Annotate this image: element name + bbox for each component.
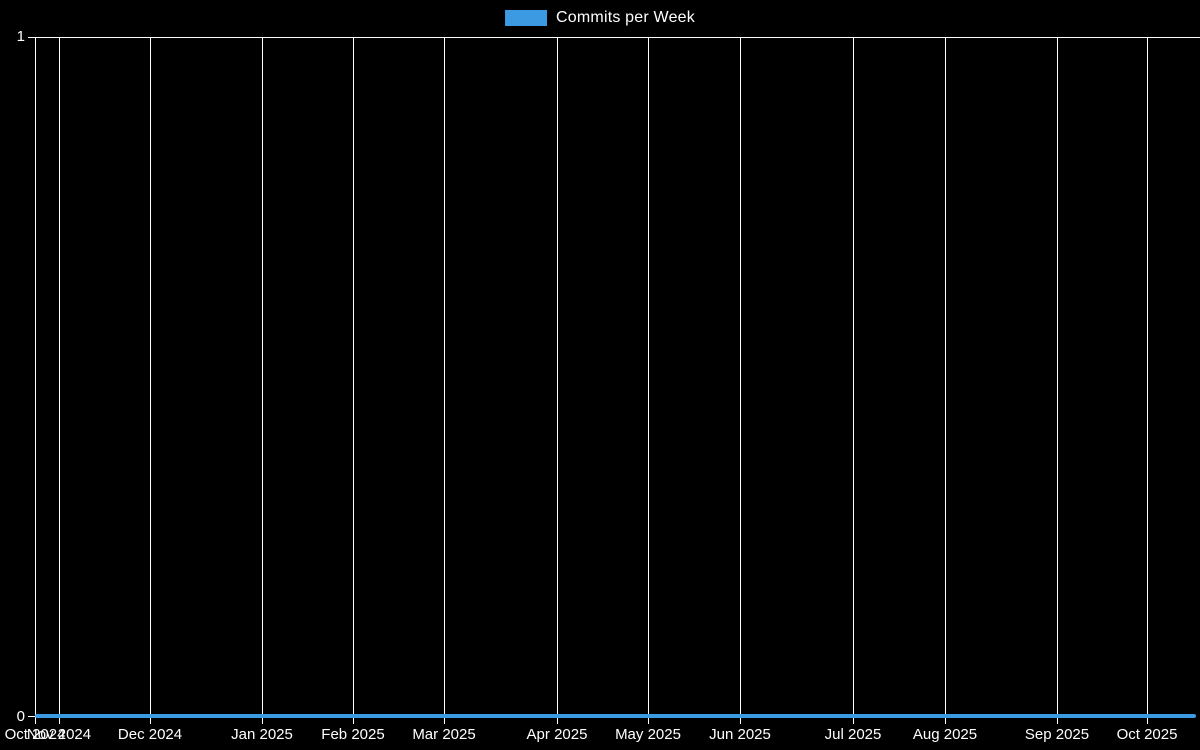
y-axis-tick-label: 1 <box>16 28 25 45</box>
x-axis-tick-label: Jun 2025 <box>709 726 771 743</box>
gridline-month <box>1147 38 1148 724</box>
x-axis-tick-label: Dec 2024 <box>117 726 183 743</box>
gridline-month <box>945 38 946 724</box>
gridline-month <box>1057 38 1058 724</box>
x-axis-tick-label: Jul 2025 <box>824 726 882 743</box>
x-axis-tick-label: Apr 2025 <box>526 726 588 743</box>
x-axis-tick-label: Sep 2025 <box>1024 726 1090 743</box>
x-axis-tick-label: Aug 2025 <box>912 726 978 743</box>
gridline-month <box>740 38 741 724</box>
gridline-month <box>150 38 151 724</box>
gridline-month <box>557 38 558 724</box>
gridline-month <box>648 38 649 724</box>
x-axis-tick-label: Feb 2025 <box>321 726 385 743</box>
x-axis-tick-label: May 2025 <box>615 726 681 743</box>
legend-item-commits-per-week[interactable]: Commits per Week <box>505 8 695 28</box>
legend-swatch <box>505 10 548 26</box>
x-axis-tick-label: Nov 2024 <box>26 726 92 743</box>
x-axis-tick-label: Oct 2024 <box>4 726 66 743</box>
gridline-y-max <box>28 37 1200 38</box>
gridline-month <box>35 38 36 724</box>
y-axis-tick-label: 0 <box>16 708 25 725</box>
x-axis-tick-label: Mar 2025 <box>412 726 476 743</box>
gridline-month <box>353 38 354 724</box>
gridline-month <box>444 38 445 724</box>
gridline-month <box>59 38 60 724</box>
x-axis-tick-label: Jan 2025 <box>231 726 293 743</box>
legend-label: Commits per Week <box>556 9 695 26</box>
gridline-month <box>853 38 854 724</box>
x-axis-tick-label: Oct 2025 <box>1116 726 1178 743</box>
gridline-month <box>262 38 263 724</box>
commits-series-line <box>35 714 1196 718</box>
y-axis-tick-mark <box>28 716 36 717</box>
